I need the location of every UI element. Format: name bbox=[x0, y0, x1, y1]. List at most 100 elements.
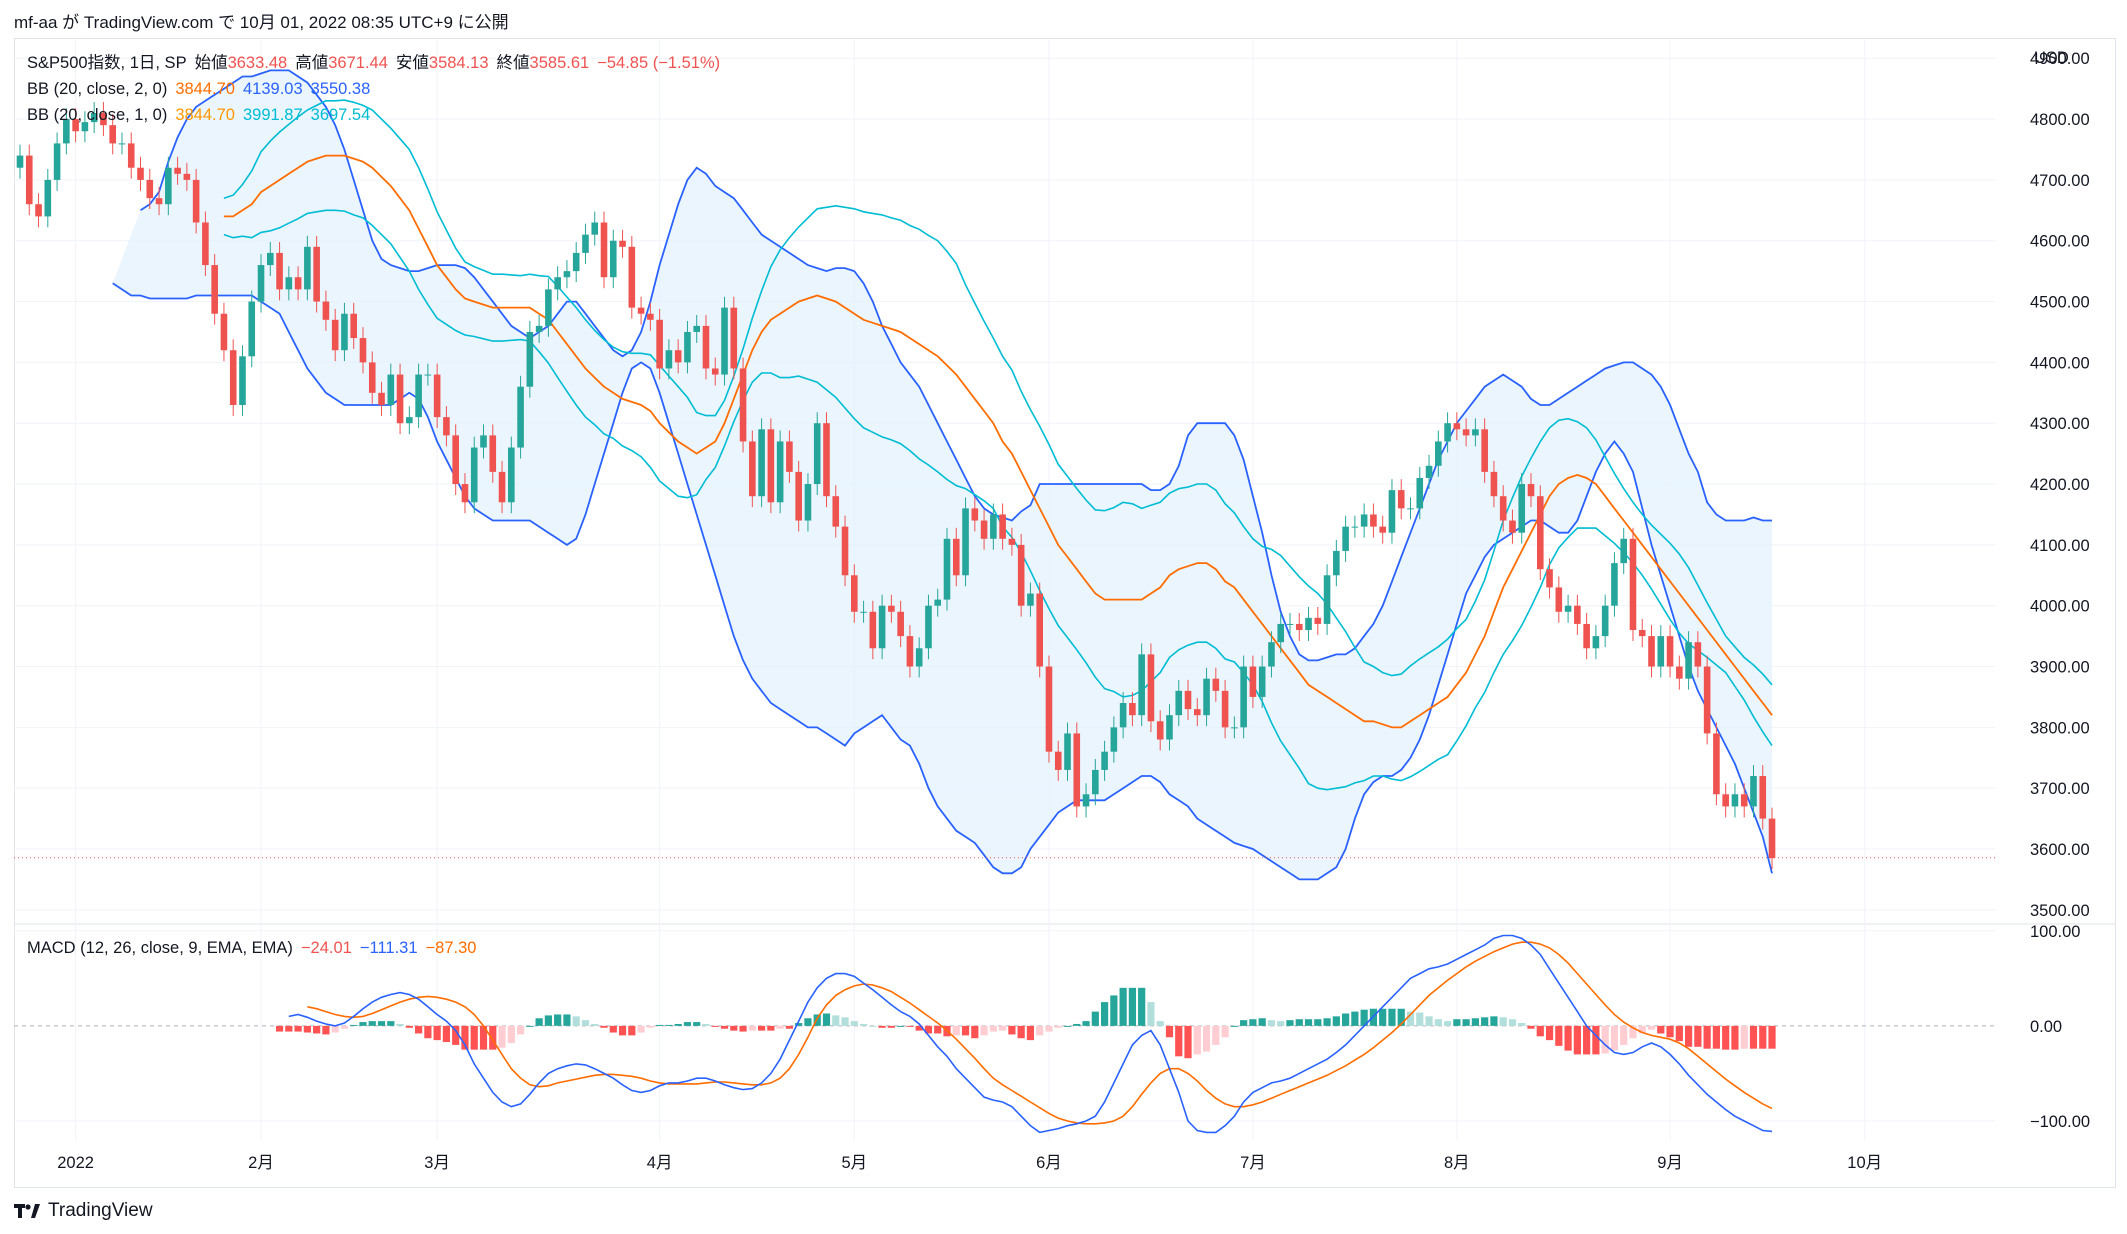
macd-histogram-bar[interactable] bbox=[1499, 1017, 1507, 1026]
candle-body[interactable] bbox=[433, 374, 441, 418]
candle-body[interactable] bbox=[1407, 508, 1414, 510]
candle-body[interactable] bbox=[721, 307, 728, 375]
macd-histogram-bar[interactable] bbox=[563, 1014, 571, 1026]
macd-histogram-bar[interactable] bbox=[1397, 1008, 1405, 1026]
candle-body[interactable] bbox=[90, 112, 98, 123]
macd-histogram-bar[interactable] bbox=[748, 1025, 756, 1031]
candle-body[interactable] bbox=[202, 222, 209, 266]
candle-body[interactable] bbox=[851, 575, 858, 612]
macd-histogram-bar[interactable] bbox=[1017, 1025, 1025, 1039]
macd-histogram-bar[interactable] bbox=[1267, 1020, 1276, 1026]
macd-histogram-bar[interactable] bbox=[1314, 1019, 1322, 1026]
candle-body[interactable] bbox=[915, 648, 923, 667]
candle-body[interactable] bbox=[637, 307, 645, 314]
macd-histogram-bar[interactable] bbox=[415, 1025, 423, 1034]
candle-body[interactable] bbox=[1638, 630, 1646, 637]
candle-body[interactable] bbox=[619, 240, 626, 247]
legend-bb1-label[interactable]: BB (20, close, 2, 0) bbox=[27, 80, 168, 98]
candle-body[interactable] bbox=[1360, 514, 1368, 527]
macd-histogram-bar[interactable] bbox=[887, 1025, 895, 1028]
macd-histogram-bar[interactable] bbox=[906, 1025, 914, 1027]
candle-body[interactable] bbox=[591, 222, 599, 235]
candle-body[interactable] bbox=[517, 386, 524, 448]
candle-body[interactable] bbox=[1147, 654, 1155, 722]
candle-body[interactable] bbox=[1694, 642, 1702, 667]
candle-body[interactable] bbox=[878, 605, 886, 649]
candle-body[interactable] bbox=[693, 325, 701, 332]
macd-histogram-bar[interactable] bbox=[1647, 1025, 1656, 1030]
macd-histogram-bar[interactable] bbox=[1054, 1025, 1062, 1028]
macd-histogram-bar[interactable] bbox=[915, 1025, 923, 1031]
macd-histogram-bar[interactable] bbox=[396, 1023, 404, 1026]
candle-body[interactable] bbox=[53, 143, 61, 180]
macd-histogram-bar[interactable] bbox=[433, 1025, 441, 1041]
candle-body[interactable] bbox=[118, 143, 126, 145]
macd-histogram-bar[interactable] bbox=[1610, 1025, 1619, 1051]
macd-histogram-bar[interactable] bbox=[804, 1018, 812, 1026]
candle-body[interactable] bbox=[313, 246, 320, 302]
legend-macd-label[interactable]: MACD (12, 26, close, 9, EMA, EMA) bbox=[27, 939, 293, 957]
macd-histogram-bar[interactable] bbox=[377, 1021, 386, 1026]
macd-histogram-bar[interactable] bbox=[1592, 1025, 1600, 1055]
candle-body[interactable] bbox=[424, 374, 432, 376]
candle-body[interactable] bbox=[1212, 678, 1220, 691]
macd-histogram-bar[interactable] bbox=[387, 1021, 395, 1026]
macd-histogram-bar[interactable] bbox=[776, 1025, 784, 1029]
candle-body[interactable] bbox=[1685, 642, 1692, 679]
macd-histogram-bar[interactable] bbox=[665, 1024, 673, 1026]
candle-body[interactable] bbox=[100, 112, 107, 126]
candle-body[interactable] bbox=[406, 417, 413, 424]
candle-body[interactable] bbox=[81, 122, 89, 132]
macd-histogram-bar[interactable] bbox=[405, 1025, 413, 1028]
candle-body[interactable] bbox=[804, 484, 812, 521]
candle-body[interactable] bbox=[841, 526, 849, 576]
macd-histogram-bar[interactable] bbox=[442, 1025, 451, 1043]
candle-body[interactable] bbox=[832, 496, 840, 527]
macd-histogram-bar[interactable] bbox=[1175, 1025, 1183, 1057]
candle-body[interactable] bbox=[248, 301, 256, 357]
candle-body[interactable] bbox=[1184, 690, 1192, 710]
candle-body[interactable] bbox=[146, 179, 154, 199]
candle-body[interactable] bbox=[229, 350, 237, 405]
candle-body[interactable] bbox=[1462, 429, 1470, 436]
candle-body[interactable] bbox=[368, 362, 376, 393]
macd-histogram-bar[interactable] bbox=[934, 1025, 942, 1034]
macd-histogram-bar[interactable] bbox=[1342, 1013, 1350, 1026]
macd-histogram-bar[interactable] bbox=[1138, 987, 1146, 1026]
candle-body[interactable] bbox=[545, 289, 552, 326]
candle-body[interactable] bbox=[1203, 678, 1210, 716]
macd-histogram-bar[interactable] bbox=[1481, 1017, 1489, 1026]
candle-body[interactable] bbox=[971, 508, 979, 521]
macd-histogram-bar[interactable] bbox=[1323, 1018, 1331, 1026]
candle-body[interactable] bbox=[1527, 484, 1535, 497]
candle-body[interactable] bbox=[1759, 776, 1767, 819]
macd-histogram-bar[interactable] bbox=[674, 1023, 682, 1026]
macd-histogram-bar[interactable] bbox=[1657, 1025, 1665, 1034]
macd-histogram-bar[interactable] bbox=[285, 1025, 293, 1032]
candle-body[interactable] bbox=[869, 611, 877, 649]
candle-body[interactable] bbox=[563, 271, 571, 278]
candle-body[interactable] bbox=[1119, 703, 1127, 728]
macd-histogram-bar[interactable] bbox=[832, 1015, 840, 1026]
macd-histogram-bar[interactable] bbox=[294, 1025, 302, 1032]
candle-body[interactable] bbox=[952, 538, 960, 576]
candle-body[interactable] bbox=[1518, 484, 1526, 533]
legend-symbol[interactable]: S&P500指数, 1日, SP bbox=[27, 54, 187, 72]
candle-body[interactable] bbox=[1490, 471, 1498, 497]
macd-histogram-bar[interactable] bbox=[841, 1017, 849, 1026]
macd-histogram-bar[interactable] bbox=[507, 1025, 515, 1043]
macd-histogram-bar[interactable] bbox=[1008, 1025, 1016, 1035]
macd-histogram-bar[interactable] bbox=[1221, 1025, 1229, 1038]
candle-body[interactable] bbox=[1277, 623, 1285, 643]
candle-body[interactable] bbox=[1481, 429, 1488, 472]
candle-body[interactable] bbox=[823, 423, 830, 497]
candle-body[interactable] bbox=[1592, 636, 1600, 649]
candle-body[interactable] bbox=[109, 125, 116, 144]
macd-histogram-bar[interactable] bbox=[989, 1025, 997, 1032]
macd-histogram-bar[interactable] bbox=[850, 1021, 858, 1026]
candle-body[interactable] bbox=[396, 374, 404, 424]
candle-body[interactable] bbox=[1601, 605, 1609, 637]
candle-body[interactable] bbox=[72, 119, 79, 132]
macd-histogram-bar[interactable] bbox=[1360, 1009, 1368, 1026]
candle-body[interactable] bbox=[1027, 593, 1034, 606]
